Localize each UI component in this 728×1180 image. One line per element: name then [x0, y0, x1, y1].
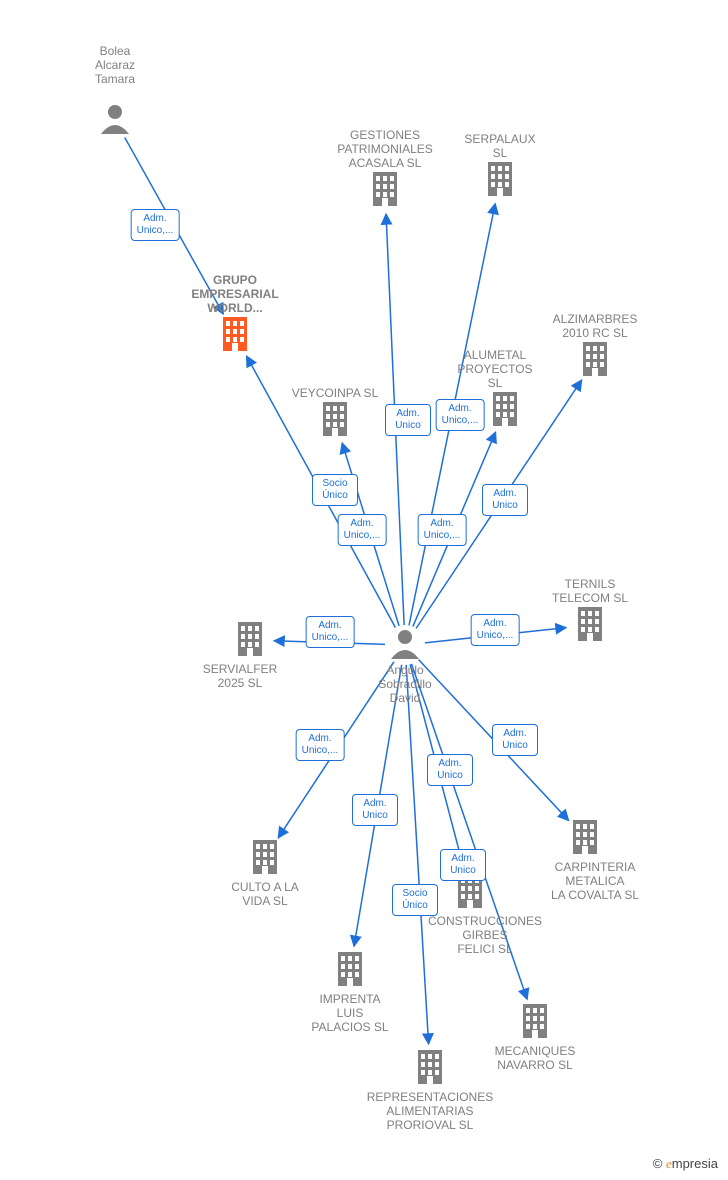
edge-label: Adm. Unico,...: [436, 399, 485, 431]
brand-rest: mpresia: [672, 1156, 718, 1171]
node-label: TERNILS TELECOM SL: [552, 577, 628, 605]
edge-label: Socio Único: [312, 474, 358, 506]
building-icon: [223, 317, 247, 351]
node-label: SERVIALFER 2025 SL: [203, 662, 277, 690]
building-icon: [488, 162, 512, 196]
edge-label: Adm. Unico: [492, 724, 538, 756]
edge-label: Adm. Unico,...: [418, 514, 467, 546]
person-icon: [101, 105, 129, 134]
building-icon: [418, 1050, 442, 1084]
building-icon: [583, 342, 607, 376]
building-icon: [253, 840, 277, 874]
copyright-symbol: ©: [653, 1156, 663, 1171]
edge-label: Adm. Unico,...: [131, 209, 180, 241]
building-icon: [523, 1004, 547, 1038]
building-icon: [238, 622, 262, 656]
edge-label: Adm. Unico,...: [338, 514, 387, 546]
copyright: © empresia: [653, 1156, 718, 1172]
node-label: MECANIQUES NAVARRO SL: [495, 1044, 576, 1072]
node-label: CONSTRUCCIONES GIRBES FELICI SL: [428, 914, 542, 956]
edge-label: Adm. Unico: [352, 794, 398, 826]
node-label: Bolea Alcaraz Tamara: [95, 44, 135, 86]
building-icon: [323, 402, 347, 436]
node-label: REPRESENTACIONES ALIMENTARIAS PRORIOVAL …: [367, 1090, 493, 1132]
edge-label: Adm. Unico: [385, 404, 431, 436]
node-label: GRUPO EMPRESARIAL WORLD...: [191, 273, 278, 315]
node-label: CULTO A LA VIDA SL: [231, 880, 299, 908]
edge-label: Socio Único: [392, 884, 438, 916]
building-icon: [338, 952, 362, 986]
node-label: CARPINTERIA METALICA LA COVALTA SL: [551, 860, 639, 902]
building-icon: [573, 820, 597, 854]
node-label: Angulo Sobradillo David: [378, 663, 431, 705]
building-icon: [493, 392, 517, 426]
edge-label: Adm. Unico: [440, 849, 486, 881]
node-label: ALUMETAL PROYECTOS SL: [457, 348, 532, 390]
person-icon: [391, 630, 419, 659]
edge-label: Adm. Unico: [427, 754, 473, 786]
edge-label: Adm. Unico,...: [306, 616, 355, 648]
node-label: ALZIMARBRES 2010 RC SL: [553, 312, 638, 340]
node-label: IMPRENTA LUIS PALACIOS SL: [311, 992, 388, 1034]
edge-label: Adm. Unico,...: [471, 614, 520, 646]
building-icon: [578, 607, 602, 641]
edge-label: Adm. Unico: [482, 484, 528, 516]
node-label: GESTIONES PATRIMONIALES ACASALA SL: [337, 128, 433, 170]
node-label: VEYCOINPA SL: [292, 386, 378, 400]
edge-label: Adm. Unico,...: [296, 729, 345, 761]
building-icon: [373, 172, 397, 206]
node-label: SERPALAUX SL: [464, 132, 535, 160]
